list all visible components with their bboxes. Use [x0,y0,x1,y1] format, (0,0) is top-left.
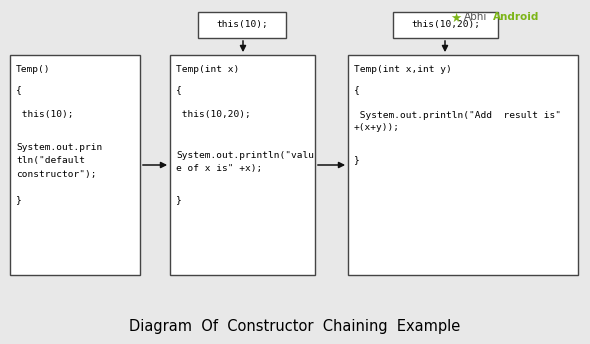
Text: System.out.prin: System.out.prin [16,143,102,152]
Text: Android: Android [493,12,539,22]
Text: Temp(int x,int y): Temp(int x,int y) [354,65,452,75]
Bar [170,55,315,275]
Text: {: { [16,86,22,95]
Text: constructor");: constructor"); [16,170,97,179]
Bar [348,55,578,275]
Text: Abhi: Abhi [464,12,487,22]
Text: e of x is" +x);: e of x is" +x); [176,163,262,172]
Bar [10,55,140,275]
Text: this(10);: this(10); [16,110,74,119]
Text: this(10,20);: this(10,20); [176,110,251,119]
Text: {: { [354,86,360,95]
Text: tln("default: tln("default [16,157,85,165]
Text: }: } [176,195,182,204]
Text: Temp(): Temp() [16,65,51,75]
Text: +(x+y));: +(x+y)); [354,123,400,132]
Bar [393,12,498,38]
Text: }: } [16,195,22,204]
Text: Diagram  Of  Constructor  Chaining  Example: Diagram Of Constructor Chaining Example [129,319,461,333]
Text: this(10,20);: this(10,20); [411,21,480,30]
Text: this(10);: this(10); [216,21,268,30]
Text: System.out.println("Add  result is": System.out.println("Add result is" [354,110,561,119]
Text: ★: ★ [450,12,461,25]
Text: }: } [354,155,360,164]
Bar [198,12,286,38]
Text: {: { [176,86,182,95]
Text: Temp(int x): Temp(int x) [176,65,240,75]
Text: System.out.println("valu: System.out.println("valu [176,151,314,160]
